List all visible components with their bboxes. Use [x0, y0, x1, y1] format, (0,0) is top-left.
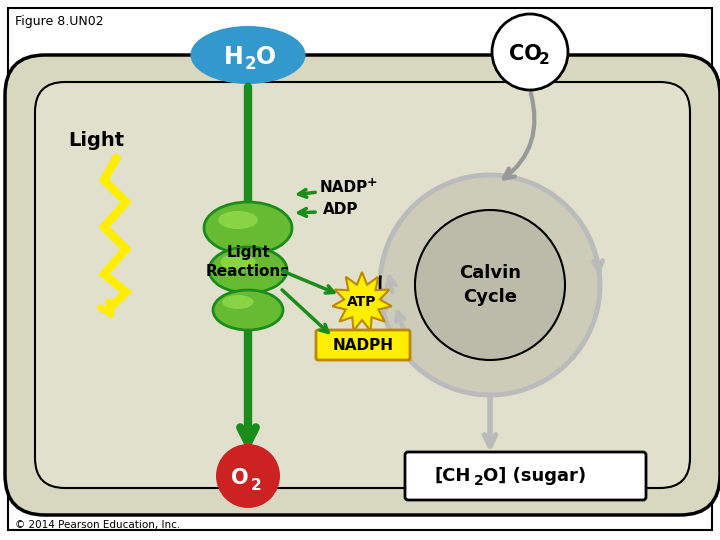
Text: CO: CO — [508, 44, 541, 64]
Circle shape — [492, 14, 568, 90]
Polygon shape — [333, 272, 392, 331]
FancyBboxPatch shape — [316, 330, 410, 360]
Text: ADP: ADP — [323, 202, 359, 218]
Text: [CH: [CH — [435, 467, 472, 485]
Circle shape — [380, 175, 600, 395]
FancyBboxPatch shape — [8, 8, 712, 530]
Text: Light
Reactions: Light Reactions — [206, 245, 290, 279]
Text: Figure 8.UN02: Figure 8.UN02 — [15, 15, 104, 28]
Text: O: O — [231, 468, 249, 488]
Ellipse shape — [222, 295, 253, 309]
Circle shape — [415, 210, 565, 360]
Text: ATP: ATP — [347, 295, 377, 309]
Circle shape — [216, 444, 280, 508]
FancyBboxPatch shape — [405, 452, 646, 500]
Text: 2: 2 — [539, 51, 549, 66]
Ellipse shape — [218, 211, 258, 229]
Ellipse shape — [220, 254, 256, 270]
Text: +: + — [367, 177, 377, 190]
Ellipse shape — [213, 290, 283, 330]
FancyArrowPatch shape — [504, 93, 534, 179]
FancyBboxPatch shape — [35, 82, 690, 488]
Text: Light: Light — [68, 131, 124, 150]
Text: 2: 2 — [474, 474, 484, 488]
Text: 2: 2 — [244, 55, 256, 73]
Ellipse shape — [191, 26, 305, 84]
Ellipse shape — [209, 247, 287, 293]
Text: H: H — [224, 45, 244, 69]
Text: NADP: NADP — [320, 180, 368, 195]
Text: O] (sugar): O] (sugar) — [483, 467, 586, 485]
FancyBboxPatch shape — [5, 55, 720, 515]
Ellipse shape — [204, 202, 292, 254]
Text: © 2014 Pearson Education, Inc.: © 2014 Pearson Education, Inc. — [15, 520, 180, 530]
Text: Calvin
Cycle: Calvin Cycle — [459, 264, 521, 307]
Text: O: O — [256, 45, 276, 69]
Text: 2: 2 — [251, 478, 261, 494]
Text: NADPH: NADPH — [333, 338, 394, 353]
